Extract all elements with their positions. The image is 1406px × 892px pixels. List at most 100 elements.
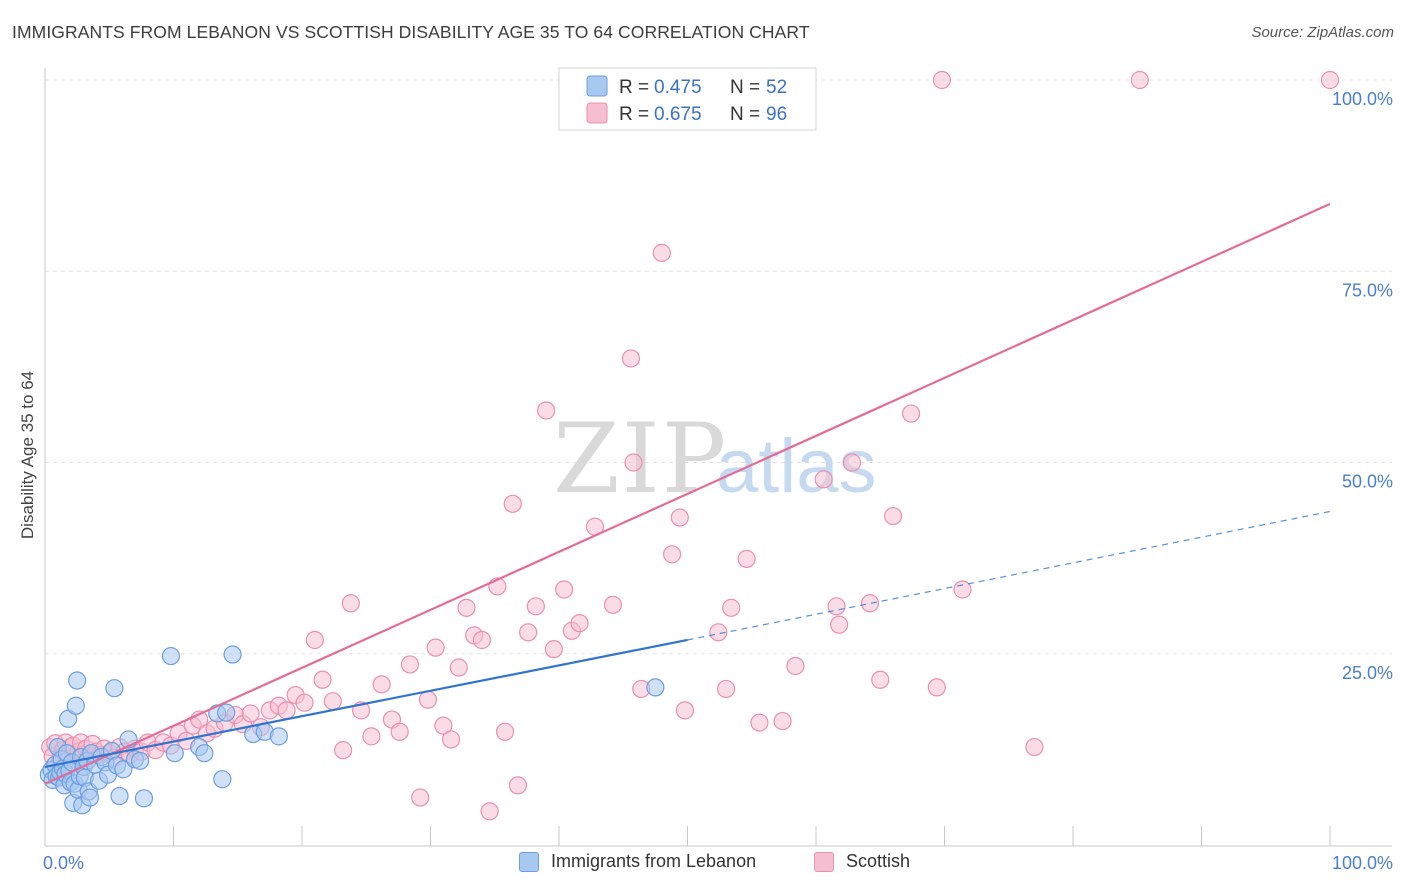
scottish-point-94: [773, 711, 792, 731]
lebanon-point-44: [134, 789, 154, 808]
lebanon-point-19: [66, 696, 85, 715]
scottish-point-64: [457, 598, 476, 617]
scottish-point-78: [570, 614, 589, 633]
lebanon-point-39: [110, 786, 129, 806]
scottish-point-66: [472, 630, 491, 650]
scottish-point-75: [544, 640, 563, 659]
scottish-point-100: [860, 594, 880, 613]
lebanon-point-46: [165, 744, 184, 763]
scottish-point-89: [709, 623, 728, 642]
scottish-point-48: [313, 670, 332, 689]
tick-labels: 25.0% 50.0% 75.0% 100.0% 0.0% 100.0%: [43, 89, 1393, 873]
scottish-point-107: [1025, 737, 1044, 757]
scottish-point-71: [508, 776, 527, 795]
bottom-legend: Immigrants from Lebanon Scottish: [0, 851, 1406, 879]
lebanon-point-29: [80, 788, 100, 807]
bottom-legend-item-lebanon: Immigrants from Lebanon: [519, 851, 756, 872]
scottish-point-53: [362, 727, 381, 746]
lebanon-point-45: [161, 646, 181, 666]
scottish-point-72: [519, 623, 538, 642]
scottish-point-99: [842, 453, 862, 472]
scottish-point-102: [883, 506, 903, 526]
lebanon-point-51: [217, 703, 236, 722]
scottish-point-63: [449, 658, 468, 677]
scottish-point-87: [675, 701, 695, 720]
scottish-point-82: [624, 453, 643, 472]
legend-r-value-2: 0.675: [654, 104, 702, 125]
legend-n-value-2: 96: [766, 104, 787, 125]
trendlines: [44, 202, 1331, 785]
scottish-point-51: [341, 594, 360, 613]
scottish-point-56: [390, 722, 409, 741]
legend-n-label-1: N =: [730, 77, 760, 98]
scottish-point-97: [827, 597, 846, 616]
scottish-point-40: [241, 704, 260, 723]
legend-swatch-scottish: [586, 102, 608, 124]
scottish-point-80: [603, 595, 623, 614]
scottish-point-86: [670, 508, 689, 527]
scottish-point-85: [662, 545, 682, 564]
scottish-point-101: [871, 670, 890, 689]
bottom-legend-label-lebanon: Immigrants from Lebanon: [551, 851, 757, 871]
scottish-trendline: [44, 202, 1331, 785]
scottish-point-73: [526, 597, 545, 616]
legend-r-value-1: 0.475: [654, 77, 702, 98]
legend-r-label-2: R =: [619, 104, 649, 125]
scottish-point-47: [305, 630, 324, 650]
lebanon-point-37: [105, 679, 124, 698]
x-tick-label-0: 0.0%: [43, 853, 84, 873]
scottish-point-108: [1130, 70, 1149, 90]
lebanon-point-52: [223, 645, 242, 664]
scottish-point-69: [495, 722, 515, 741]
scottish-point-103: [901, 404, 921, 423]
lebanon-trendline: [44, 638, 688, 769]
scottish-point-60: [426, 638, 445, 657]
scottish-point-84: [652, 243, 671, 262]
y-tick-label-2: 75.0%: [1342, 280, 1393, 300]
scottish-point-74: [537, 401, 556, 420]
scottish-point-46: [295, 693, 314, 712]
scottish-point-105: [932, 70, 952, 90]
bottom-legend-swatch-lebanon: [519, 851, 539, 872]
scottish-point-104: [927, 678, 946, 697]
lebanon-point-43: [130, 751, 150, 770]
scottish-point-58: [411, 788, 430, 807]
chart-title: IMMIGRANTS FROM LEBANON VS SCOTTISH DISA…: [12, 22, 810, 42]
bottom-legend-item-scottish: Scottish: [814, 851, 910, 872]
scottish-point-81: [621, 349, 641, 368]
y-tick-label-1: 50.0%: [1342, 472, 1393, 492]
lebanon-point-20: [68, 671, 87, 690]
scottish-point-91: [722, 598, 741, 617]
top-legend: R = 0.475 N = 52 R = 0.675 N = 96: [558, 67, 817, 131]
scottish-point-98: [830, 615, 849, 634]
scottish-point-61: [434, 716, 453, 735]
lebanon-point-40: [114, 760, 133, 779]
legend-r-label-1: R =: [619, 77, 649, 98]
bottom-legend-label-scottish: Scottish: [846, 851, 911, 871]
y-tick-label-0: 25.0%: [1342, 663, 1393, 683]
legend-n-value-1: 52: [766, 77, 787, 98]
scottish-point-96: [814, 470, 833, 489]
lebanon-point-55: [269, 727, 288, 746]
scottish-point-93: [750, 713, 769, 732]
scottish-point-49: [323, 692, 342, 711]
legend-n-label-2: N =: [730, 104, 760, 125]
lebanon-point-48: [195, 744, 214, 763]
watermark: ZIP atlas: [553, 403, 877, 515]
bottom-legend-swatch-scottish: [814, 851, 834, 872]
scottish-point-50: [334, 741, 353, 760]
lebanon-trendline-extension: [687, 510, 1331, 641]
scottish-point-95: [786, 656, 805, 676]
y-tick-label-3: 100.0%: [1332, 89, 1393, 109]
scottish-point-70: [503, 494, 522, 513]
lebanon-point-50: [213, 770, 232, 789]
x-tick-label-1: 100.0%: [1332, 853, 1393, 873]
scottish-point-59: [418, 690, 438, 709]
scottish-point-67: [480, 802, 499, 821]
legend-swatch-lebanon: [586, 75, 608, 97]
grid-lines: [45, 79, 1392, 655]
axes: [44, 68, 1392, 847]
series-lebanon-points: [39, 645, 665, 815]
scottish-point-90: [716, 679, 736, 699]
